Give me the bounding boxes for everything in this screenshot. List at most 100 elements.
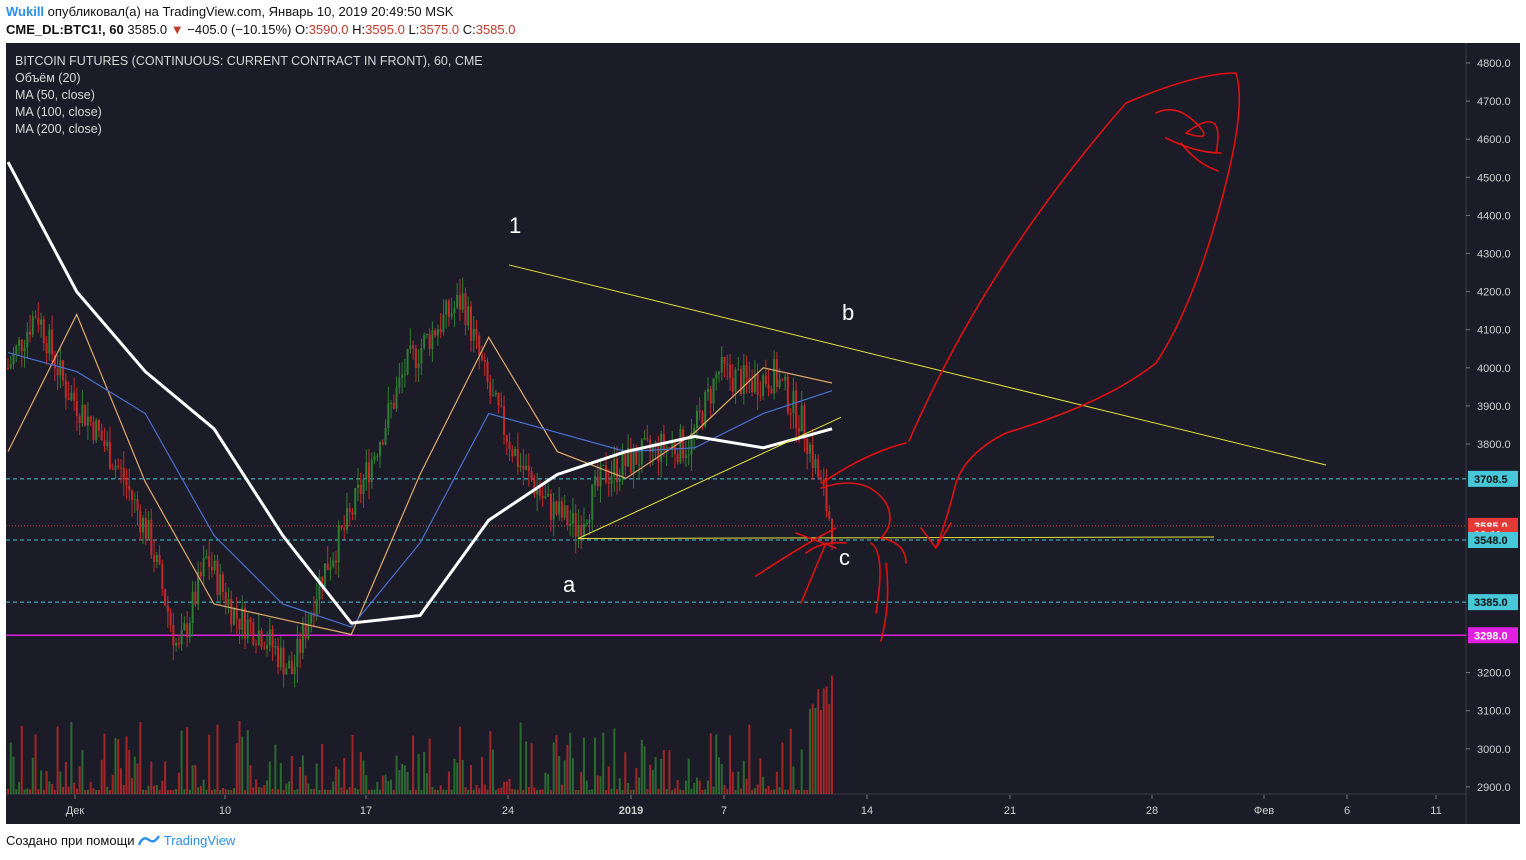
candle-body	[155, 555, 158, 562]
symbol: CME_DL:BTC1!, 60	[6, 22, 124, 37]
volume-bar	[299, 766, 302, 794]
volume-bar	[789, 728, 792, 794]
candle-body	[414, 348, 417, 369]
candle-body	[549, 493, 552, 520]
candle-body	[458, 294, 461, 310]
candle-body	[70, 392, 73, 400]
volume-bar	[390, 779, 393, 794]
candle-body	[740, 369, 743, 394]
candle-body	[751, 380, 754, 393]
candle-body	[731, 377, 734, 392]
volume-bar	[296, 789, 299, 794]
footer-brand[interactable]: TradingView	[163, 833, 236, 848]
legend-ma50[interactable]: MA (50, close)	[15, 88, 95, 102]
volume-bar	[657, 788, 660, 794]
candle-body	[417, 363, 420, 369]
candle-body	[230, 598, 233, 625]
candle-body	[547, 493, 550, 497]
candle-body	[23, 347, 26, 352]
volume-bar	[18, 781, 21, 794]
candle-body	[453, 307, 456, 314]
chart-canvas[interactable]: 4800.0 4700.0 4600.0 4500.0 4400.0 4300.0 4200…	[6, 43, 1520, 824]
volume-bar	[831, 675, 833, 794]
volume-bar	[751, 789, 754, 794]
volume-bar	[762, 776, 765, 794]
candle-body	[213, 560, 216, 571]
price-label-text: 3708.5	[1474, 474, 1508, 486]
volume-bar	[613, 728, 616, 794]
volume-bar	[527, 786, 530, 794]
candle-body	[602, 465, 605, 467]
candle-body	[503, 406, 506, 436]
volume-bar	[45, 771, 48, 794]
candle-body	[651, 446, 654, 452]
volume-bar	[585, 780, 588, 794]
candle-body	[825, 485, 828, 512]
candle-body	[640, 439, 643, 465]
candle-body	[544, 496, 547, 499]
volume-bar	[92, 788, 95, 794]
volume-bar	[668, 750, 671, 794]
candle-body	[64, 380, 67, 399]
volume-bar	[318, 789, 321, 794]
volume-bar	[516, 789, 519, 794]
candle-body	[784, 376, 787, 381]
volume-bar	[544, 772, 547, 794]
candle-body	[75, 400, 78, 416]
legend-volume[interactable]: Объём (20)	[15, 71, 81, 85]
volume-bar	[467, 789, 470, 794]
volume-bar	[464, 787, 467, 794]
candle-body	[811, 444, 814, 469]
candle-body	[439, 329, 442, 333]
volume-bar	[492, 749, 495, 794]
volume-bar	[376, 781, 379, 794]
publish-info: Wukill опубликовал(а) на TradingView.com…	[6, 4, 453, 19]
volume-bars	[7, 675, 833, 794]
chart-panel[interactable]: 4800.0 4700.0 4600.0 4500.0 4400.0 4300.0 4200…	[6, 43, 1520, 824]
volume-bar	[354, 787, 357, 794]
volume-bar	[290, 755, 293, 794]
volume-bar	[679, 789, 682, 794]
candle-body	[296, 639, 299, 667]
candle-body	[92, 421, 95, 441]
volume-bar	[475, 784, 478, 794]
candle-body	[31, 316, 34, 335]
candle-body	[629, 448, 632, 473]
volume-bar	[271, 788, 274, 794]
volume-bar	[505, 781, 508, 794]
volume-bar	[530, 743, 533, 794]
volume-bar	[547, 774, 550, 794]
volume-bar	[81, 749, 84, 794]
candle-body	[536, 488, 539, 495]
volume-bar	[511, 788, 514, 794]
volume-bar	[381, 775, 384, 794]
candle-body	[368, 462, 371, 483]
candle-body	[481, 354, 484, 360]
volume-bar	[86, 789, 89, 794]
candle-body	[781, 379, 784, 381]
volume-bar	[62, 786, 65, 794]
candle-body	[737, 369, 740, 371]
low-label: L:	[408, 22, 420, 37]
candle-body	[177, 642, 180, 645]
author-link[interactable]: Wukill	[6, 4, 45, 19]
candle-body	[778, 379, 781, 388]
candle-body	[221, 574, 224, 592]
volume-bar	[89, 781, 92, 794]
volume-bar	[368, 789, 371, 794]
volume-bar	[458, 726, 461, 794]
candle-body	[56, 368, 59, 376]
volume-bar	[695, 777, 698, 794]
volume-bar	[169, 789, 172, 794]
volume-bar	[571, 758, 574, 794]
candle-body	[596, 476, 599, 487]
legend-ma100[interactable]: MA (100, close)	[15, 105, 102, 119]
down-arrow-icon: ▼	[170, 22, 184, 37]
volume-bar	[180, 730, 183, 794]
volume-bar	[117, 739, 120, 794]
volume-bar	[128, 750, 131, 794]
volume-bar	[59, 771, 62, 794]
candle-body	[86, 416, 89, 426]
x-tick-label: Фев	[1254, 805, 1274, 817]
legend-ma200[interactable]: MA (200, close)	[15, 122, 102, 136]
